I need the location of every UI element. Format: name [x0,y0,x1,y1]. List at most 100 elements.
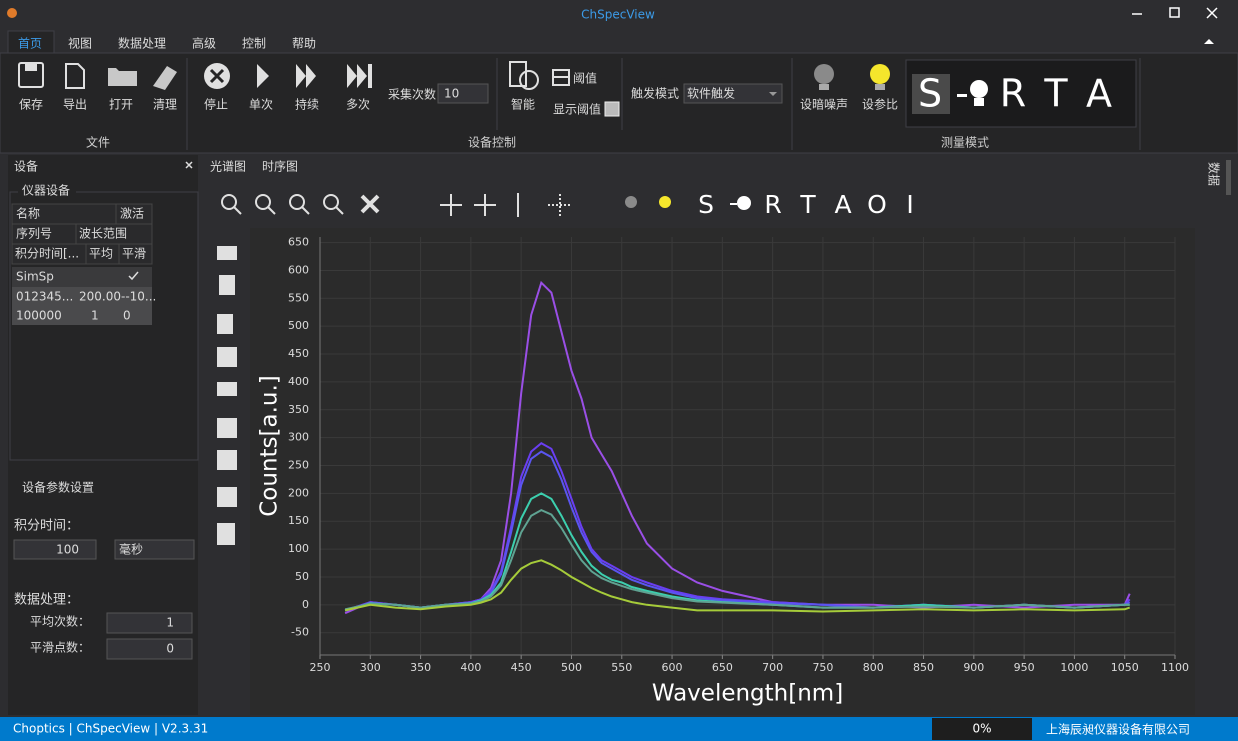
plot-toolbar-icons [221,193,572,217]
integration-input[interactable] [13,539,97,560]
scrollbar [1226,160,1231,195]
y-axis-label: Counts[a.u.] [257,375,283,517]
status-company: 上海辰昶仪器设备有限公司 [1046,722,1190,737]
button-label[interactable]: 停止 [204,97,228,112]
field-label: 采集次数 [388,87,436,102]
button-label[interactable]: 设参比 [862,97,898,112]
collapse-ribbon[interactable] [1204,39,1214,44]
x-tick-label: 700 [762,661,783,674]
smooth-input[interactable] [106,638,193,660]
menu-item[interactable]: 数据处理 [118,36,166,51]
trigger-mode[interactable]: 软件触发 [687,86,735,101]
x-tick-label: 300 [360,661,381,674]
button-label[interactable]: 清理 [153,98,177,112]
menu-item[interactable]: 控制 [242,37,266,51]
button-label[interactable]: 单次 [249,98,273,112]
side-toolbar-icons [217,246,237,545]
y-tick-label: 500 [288,319,309,332]
x-tick-label: 550 [611,661,632,674]
toolbar-letter[interactable]: R [764,190,781,219]
toolbar-letter[interactable]: O [867,190,887,219]
mode-letter[interactable]: T [1043,72,1068,116]
checkbox-label[interactable]: 显示阈值 [553,102,601,117]
mode-selected [912,74,950,114]
field-label: 积分时间： [14,519,79,534]
table-header: 序列号 [16,226,52,241]
group-label: 文件 [86,135,110,150]
toolbar-letter[interactable]: A [834,190,851,219]
field-label: 数据处理： [14,593,79,608]
panel-close[interactable] [185,161,193,169]
maximize-button[interactable] [1169,7,1180,18]
x-tick-label: 350 [410,661,431,674]
x-tick-label: 600 [662,661,683,674]
button-label[interactable]: 多次 [346,98,370,112]
x-tick-label: 450 [511,661,532,674]
frame-gap [18,184,76,198]
plot-toolbar-bulbs [625,196,751,210]
y-tick-label: 50 [295,570,309,583]
mode-letter[interactable]: A [1086,72,1112,116]
button-label[interactable]: 设暗噪声 [800,97,848,112]
window-title: ChSpecView [581,8,655,22]
menu-item[interactable]: 视图 [68,36,92,51]
avg-value[interactable]: 1 [166,616,174,630]
table-cell[interactable]: 200.00--10... [79,290,156,304]
table-header: 平滑 [122,247,146,261]
field-label: 平均次数： [30,614,90,629]
trigger-dropdown[interactable] [683,83,783,104]
device-frame [9,191,199,461]
button-label[interactable]: 持续 [295,97,319,112]
avg-input[interactable] [106,612,193,634]
unit-dropdown[interactable] [114,539,195,560]
mode-bulb[interactable] [957,80,988,106]
button-label[interactable]: 导出 [63,98,87,112]
toolbar-letter[interactable]: T [799,190,816,219]
menu-item[interactable]: 首页 [18,37,42,51]
mode-letter[interactable]: R [1000,72,1026,116]
table-header: 激活 [120,207,144,221]
active-checkbox[interactable] [128,271,139,281]
table-cell[interactable]: 1 [91,309,99,323]
table-cell[interactable]: 012345... [16,290,73,304]
table-header: 波长范围 [79,227,127,241]
x-tick-label: 1000 [1060,661,1088,674]
smooth-value[interactable]: 0 [166,642,174,656]
table-cell[interactable]: SimSp [16,270,54,284]
x-tick-label: 850 [913,661,934,674]
close-button[interactable] [1206,7,1218,19]
menu-item[interactable]: 高级 [192,36,216,51]
toolbar-letter[interactable]: S [698,190,714,219]
acq-count-input[interactable] [437,83,489,104]
x-tick-label: 500 [561,661,582,674]
view-tab[interactable]: 时序图 [262,159,298,174]
table-header: 名称 [16,206,40,221]
button-label[interactable]: 打开 [109,98,133,112]
menu-item[interactable]: 帮助 [292,37,316,51]
y-tick-label: 300 [288,431,309,444]
app-icon [7,8,17,18]
side-tab[interactable]: 数据 [1207,162,1222,186]
x-tick-label: 1100 [1161,661,1189,674]
table-cell[interactable]: 0 [123,309,131,323]
button-label[interactable]: 智能 [511,97,535,112]
integration-value[interactable]: 100 [56,543,79,557]
view-tab[interactable]: 光谱图 [210,160,246,174]
y-tick-label: 350 [288,403,309,416]
x-tick-label: 1050 [1111,661,1139,674]
button-label[interactable]: 阈值 [573,71,597,86]
y-tick-label: 650 [288,236,309,249]
x-tick-label: 900 [963,661,984,674]
spectrum-line [344,508,1130,611]
y-tick-label: 250 [288,459,309,472]
device-table-grid [11,203,153,325]
table-cell[interactable]: 100000 [16,309,62,323]
x-tick-label: 750 [812,661,833,674]
mode-letter[interactable]: S [918,72,942,116]
dropdown-arrow [769,92,777,96]
toolbar-letter[interactable]: I [906,190,913,219]
integration-unit[interactable]: 毫秒 [119,542,143,557]
acq-count[interactable]: 10 [444,87,459,101]
button-label[interactable]: 保存 [19,98,43,112]
